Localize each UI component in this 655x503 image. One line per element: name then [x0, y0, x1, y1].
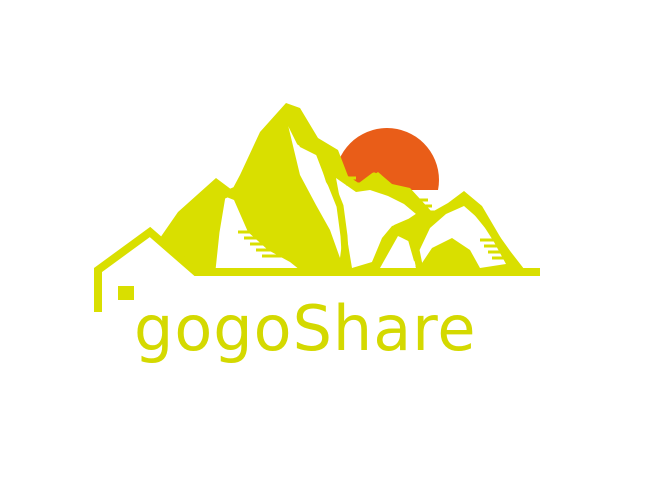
mountain-outlines — [208, 108, 525, 275]
house-window-icon — [118, 286, 134, 300]
house-outline-icon — [94, 226, 540, 312]
snow-facets — [210, 125, 506, 270]
brand-wordmark: gogoShare — [134, 292, 477, 365]
